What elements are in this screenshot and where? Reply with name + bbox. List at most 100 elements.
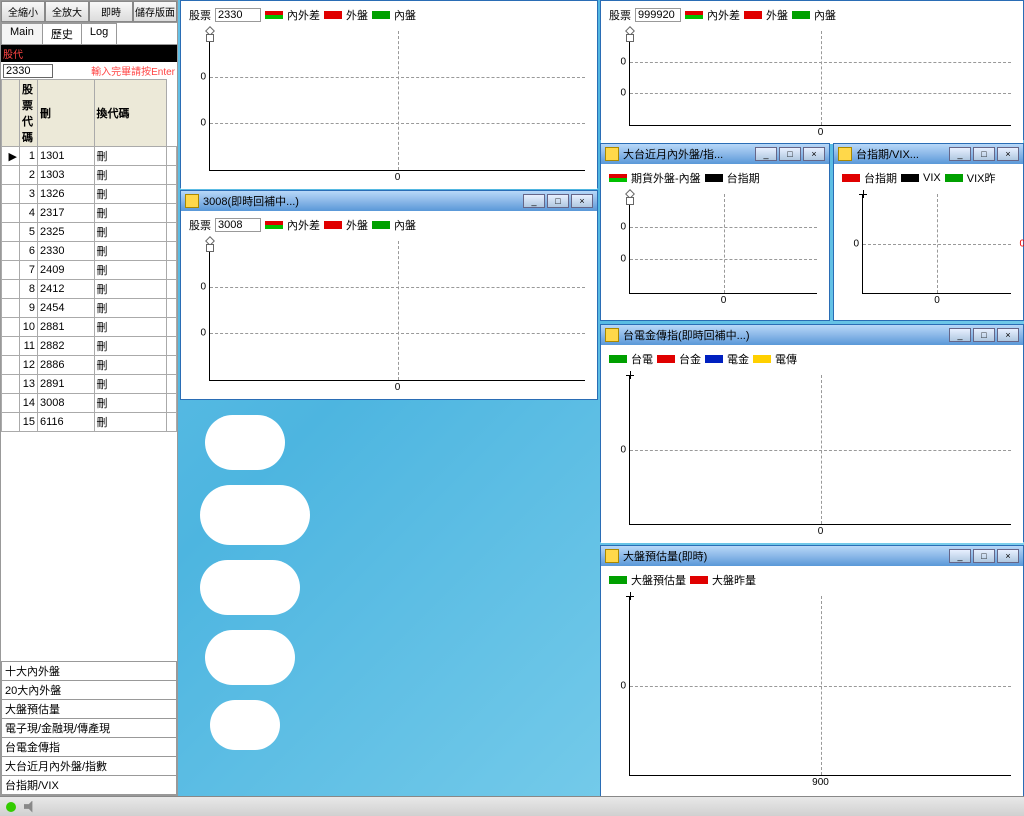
swatch-out-icon (744, 11, 762, 19)
table-row[interactable]: 132891刪 (2, 375, 177, 394)
table-row[interactable]: 62330刪 (2, 242, 177, 261)
window-vol: 大盤預估量(即時) _ □ × 大盤預估量大盤昨量 0 900 (600, 545, 1024, 797)
swatch-icon (842, 174, 860, 182)
bottom-list-item[interactable]: 大台近月內外盤/指數 (1, 757, 177, 776)
delete-cell[interactable]: 刪 (94, 394, 167, 413)
swatch-out-icon (324, 221, 342, 229)
minimize-button[interactable]: _ (523, 194, 545, 208)
speaker-icon[interactable] (24, 801, 36, 813)
swatch-out-icon (324, 11, 342, 19)
btn-shrink-all[interactable]: 全縮小 (1, 1, 45, 22)
legend-99992: 股票 內外差 外盤 內盤 (605, 5, 1019, 25)
delete-cell[interactable]: 刪 (94, 261, 167, 280)
btn-expand-all[interactable]: 全放大 (45, 1, 89, 22)
table-row[interactable]: 143008刪 (2, 394, 177, 413)
delete-cell[interactable]: 刪 (94, 223, 167, 242)
delete-cell[interactable]: 刪 (94, 204, 167, 223)
table-row[interactable]: 122886刪 (2, 356, 177, 375)
bottom-list-item[interactable]: 大盤預估量 (1, 700, 177, 719)
delete-cell[interactable]: 刪 (94, 147, 167, 166)
table-row[interactable]: 72409刪 (2, 261, 177, 280)
chart-vol: 0 900 (629, 596, 1011, 776)
btn-save-layout[interactable]: 儲存版面 (133, 1, 177, 22)
delete-cell[interactable]: 刪 (94, 299, 167, 318)
stock-input-99992[interactable] (635, 8, 681, 22)
table-row[interactable]: 112882刪 (2, 337, 177, 356)
close-button[interactable]: × (997, 549, 1019, 563)
desktop-decor (200, 560, 300, 615)
close-button[interactable]: × (571, 194, 593, 208)
delete-cell[interactable]: 刪 (94, 413, 167, 432)
bottom-list-item[interactable]: 20大內外盤 (1, 681, 177, 700)
swatch-diff-icon (265, 11, 283, 19)
minimize-button[interactable]: _ (755, 147, 777, 161)
legend-3008: 股票 內外差 外盤 內盤 (185, 215, 593, 235)
top-button-row: 全縮小 全放大 即時 儲存版面 (1, 1, 177, 23)
legend-label: 外盤 (766, 7, 788, 23)
minimize-button[interactable]: _ (949, 328, 971, 342)
maximize-button[interactable]: □ (973, 549, 995, 563)
table-header (2, 80, 20, 147)
table-cell (167, 299, 177, 318)
swatch-diff-icon (685, 11, 703, 19)
table-cell: 2317 (38, 204, 95, 223)
table-row[interactable]: 52325刪 (2, 223, 177, 242)
stock-input-3008[interactable] (215, 218, 261, 232)
y-axis-label: 0 (620, 254, 626, 265)
y-axis-label: 0 (620, 444, 626, 455)
titlebar-futures[interactable]: 大台近月內外盤/指... _ □ × (601, 144, 829, 164)
swatch-icon (753, 355, 771, 363)
delete-cell[interactable]: 刪 (94, 375, 167, 394)
bottom-list-item[interactable]: 台電金傳指 (1, 738, 177, 757)
maximize-button[interactable]: □ (779, 147, 801, 161)
table-cell: 4 (20, 204, 38, 223)
bottom-list-item[interactable]: 十大內外盤 (1, 662, 177, 681)
chart-99992: 0 0 0 (629, 31, 1011, 126)
bottom-list-item[interactable]: 電子現/金融現/傳產現 (1, 719, 177, 738)
minimize-button[interactable]: _ (949, 147, 971, 161)
desktop-decor (210, 700, 280, 750)
delete-cell[interactable]: 刪 (94, 318, 167, 337)
x-axis-label: 0 (395, 172, 401, 183)
delete-cell[interactable]: 刪 (94, 356, 167, 375)
minimize-button[interactable]: _ (949, 549, 971, 563)
y-axis-label: 0 (200, 117, 206, 128)
close-button[interactable]: × (997, 147, 1019, 161)
table-row[interactable]: 42317刪 (2, 204, 177, 223)
close-button[interactable]: × (997, 328, 1019, 342)
table-row[interactable]: 21303刪 (2, 166, 177, 185)
delete-cell[interactable]: 刪 (94, 185, 167, 204)
maximize-button[interactable]: □ (973, 147, 995, 161)
table-row[interactable]: 156116刪 (2, 413, 177, 432)
bottom-list-item[interactable]: 台指期/VIX (1, 776, 177, 795)
tab-main[interactable]: Main (1, 23, 43, 44)
delete-cell[interactable]: 刪 (94, 166, 167, 185)
legend-label: 內盤 (394, 7, 416, 23)
stock-label: 股票 (189, 217, 211, 233)
table-row[interactable]: 92454刪 (2, 299, 177, 318)
tab-history[interactable]: 歷史 (42, 23, 82, 44)
table-row[interactable]: 82412刪 (2, 280, 177, 299)
table-row[interactable]: 102881刪 (2, 318, 177, 337)
delete-cell[interactable]: 刪 (94, 242, 167, 261)
stock-input-2330[interactable] (215, 8, 261, 22)
btn-realtime[interactable]: 即時 (89, 1, 133, 22)
table-cell (167, 413, 177, 432)
titlebar-vol[interactable]: 大盤預估量(即時) _ □ × (601, 546, 1023, 566)
maximize-button[interactable]: □ (547, 194, 569, 208)
legend-label: 大盤預估量 (631, 572, 686, 588)
titlebar-vix[interactable]: 台指期/VIX... _ □ × (834, 144, 1023, 164)
swatch-diff-icon (265, 221, 283, 229)
tab-log[interactable]: Log (81, 23, 117, 44)
titlebar-tdj[interactable]: 台電金傳指(即時回補中...) _ □ × (601, 325, 1023, 345)
close-button[interactable]: × (803, 147, 825, 161)
stock-code-input[interactable] (3, 64, 53, 78)
table-row[interactable]: ▶11301刪 (2, 147, 177, 166)
delete-cell[interactable]: 刪 (94, 280, 167, 299)
delete-cell[interactable]: 刪 (94, 337, 167, 356)
table-cell: 5 (20, 223, 38, 242)
table-row[interactable]: 31326刪 (2, 185, 177, 204)
table-cell: 11 (20, 337, 38, 356)
maximize-button[interactable]: □ (973, 328, 995, 342)
titlebar-3008[interactable]: 3008(即時回補中...) _ □ × (181, 191, 597, 211)
